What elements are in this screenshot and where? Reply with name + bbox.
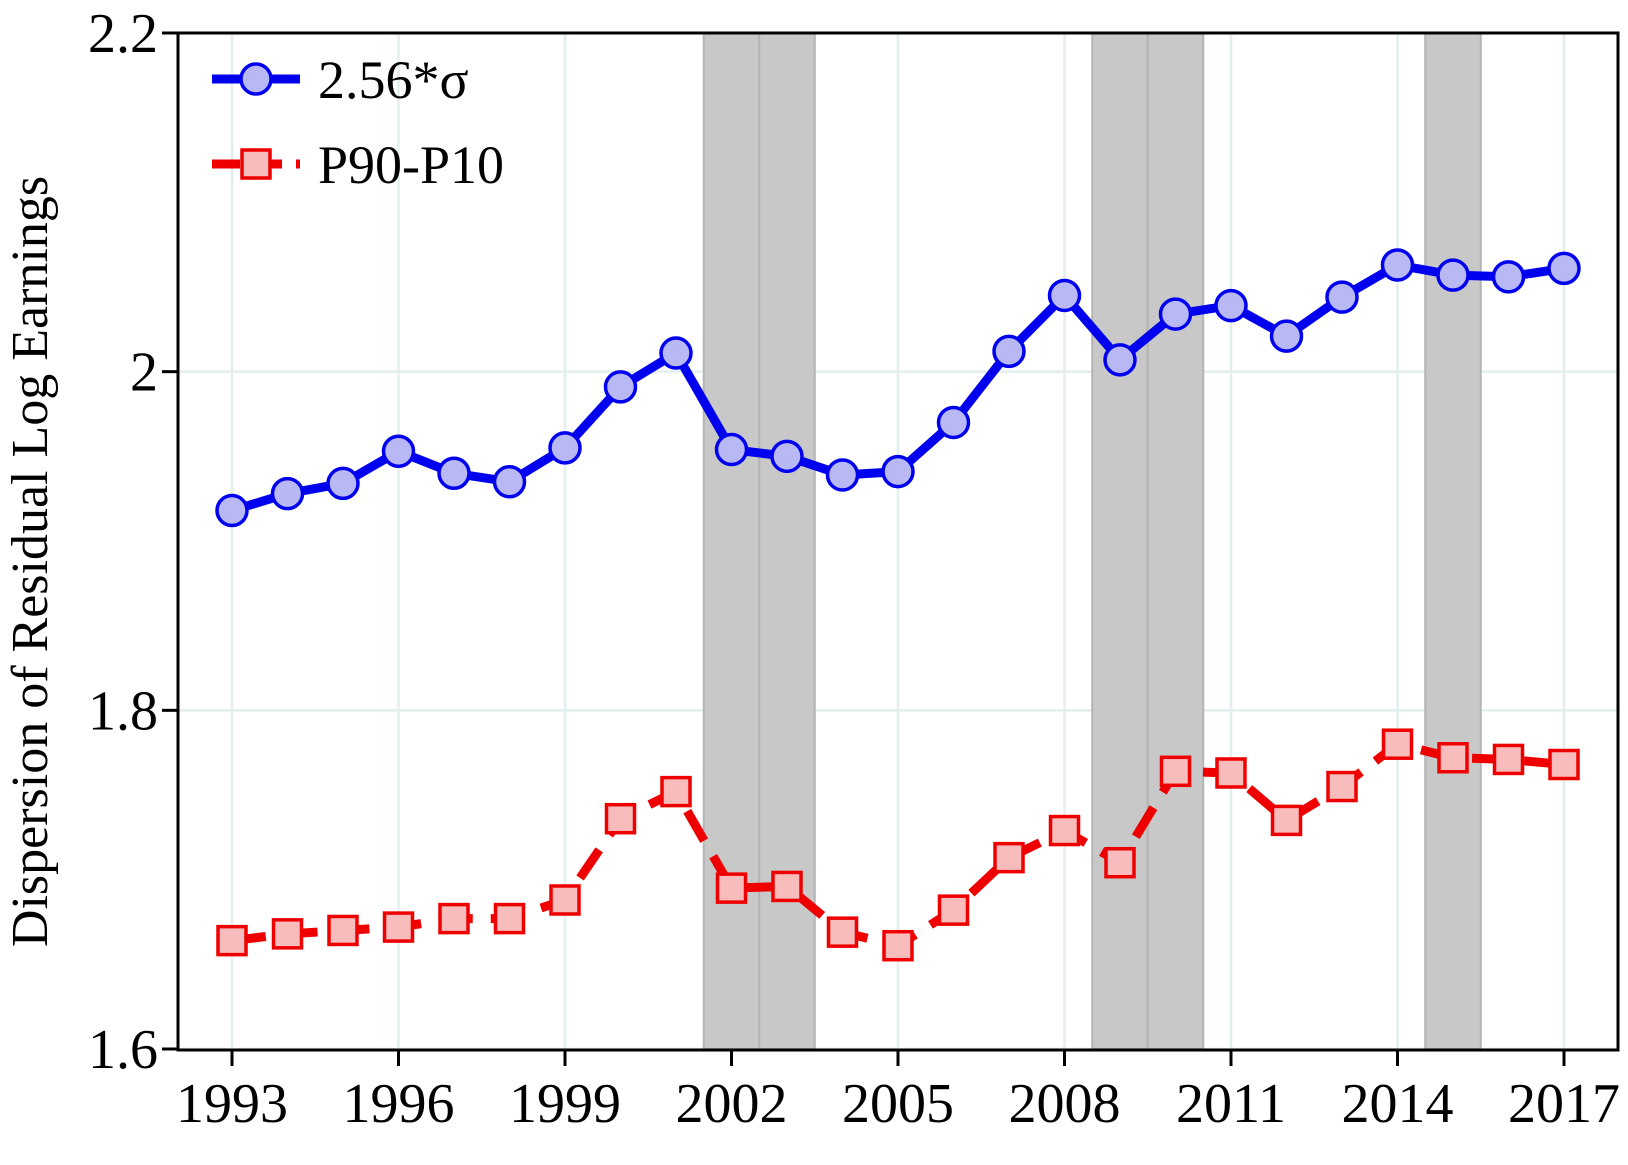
data-point (1104, 846, 1136, 879)
data-point (1436, 258, 1470, 292)
data-point (549, 884, 581, 916)
data-point (1380, 248, 1415, 282)
data-point (1103, 343, 1137, 377)
legend-label: 2.56*σ (318, 50, 469, 110)
data-point (437, 456, 471, 491)
data-point (771, 870, 803, 903)
data-point (1047, 278, 1082, 313)
x-tick-label: 2017 (1508, 1073, 1620, 1135)
data-point (603, 370, 638, 404)
data-point (826, 916, 859, 948)
y-tick-label: 2 (130, 342, 158, 404)
data-point (1325, 280, 1359, 314)
data-point (1547, 251, 1581, 286)
data-point (1270, 804, 1303, 837)
x-tick-label: 2005 (842, 1073, 954, 1135)
legend-label: P90-P10 (318, 135, 504, 195)
x-tick-label: 2002 (676, 1073, 788, 1135)
legend-marker (239, 62, 273, 96)
data-point (1381, 728, 1414, 760)
data-point (1491, 260, 1526, 294)
x-tick-label: 2011 (1176, 1073, 1286, 1135)
x-tick-label: 1999 (509, 1073, 621, 1135)
data-point (271, 918, 304, 950)
data-point (438, 902, 470, 935)
data-point (604, 802, 637, 835)
y-tick-label: 2.2 (88, 3, 158, 65)
data-point (1159, 755, 1192, 788)
data-point (937, 894, 970, 926)
series-layer (215, 248, 1581, 962)
data-point (548, 431, 582, 465)
data-point (326, 466, 360, 501)
shaded-periods (702, 32, 1482, 1050)
x-tick-label: 1993 (176, 1073, 288, 1135)
shaded-period (1146, 32, 1205, 1050)
x-tick-label: 1996 (343, 1073, 455, 1135)
data-point (1548, 748, 1580, 781)
data-point (270, 476, 305, 511)
data-point (492, 464, 527, 499)
data-point (382, 911, 415, 943)
data-point (714, 432, 749, 467)
data-point (660, 775, 692, 808)
data-point (1048, 814, 1081, 847)
data-point (659, 336, 693, 370)
x-tick-label: 2014 (1342, 1073, 1454, 1135)
data-point (936, 405, 971, 440)
legend: 2.56*σ P90-P10 (212, 50, 504, 195)
data-point (825, 458, 860, 492)
data-point (1215, 757, 1247, 789)
data-point (381, 434, 416, 469)
data-point (992, 334, 1026, 369)
data-point (215, 493, 249, 528)
x-tick-label: 2008 (1009, 1073, 1121, 1135)
data-point (1269, 319, 1304, 353)
data-point (882, 929, 914, 962)
data-point (993, 841, 1025, 874)
data-point (1492, 743, 1525, 776)
data-point (715, 872, 748, 904)
data-point (770, 439, 804, 474)
data-point (1158, 297, 1193, 331)
shaded-period (1424, 32, 1482, 1050)
data-point (216, 924, 248, 957)
data-point (1437, 741, 1469, 774)
y-tick-label: 1.8 (88, 680, 158, 742)
shaded-period (1091, 32, 1149, 1050)
axes: 1993 1996 1999 2002 2005 2008 2011 2014 2017 1.6 1… (88, 3, 1620, 1135)
data-point (1326, 770, 1358, 803)
data-point (1214, 288, 1248, 323)
y-tick-label: 1.6 (88, 1019, 158, 1081)
data-point (327, 914, 359, 947)
data-point (493, 902, 526, 935)
legend-marker (240, 148, 272, 180)
data-point (881, 454, 915, 489)
y-axis-label: Dispersion of Residual Log Earnings (2, 176, 59, 947)
